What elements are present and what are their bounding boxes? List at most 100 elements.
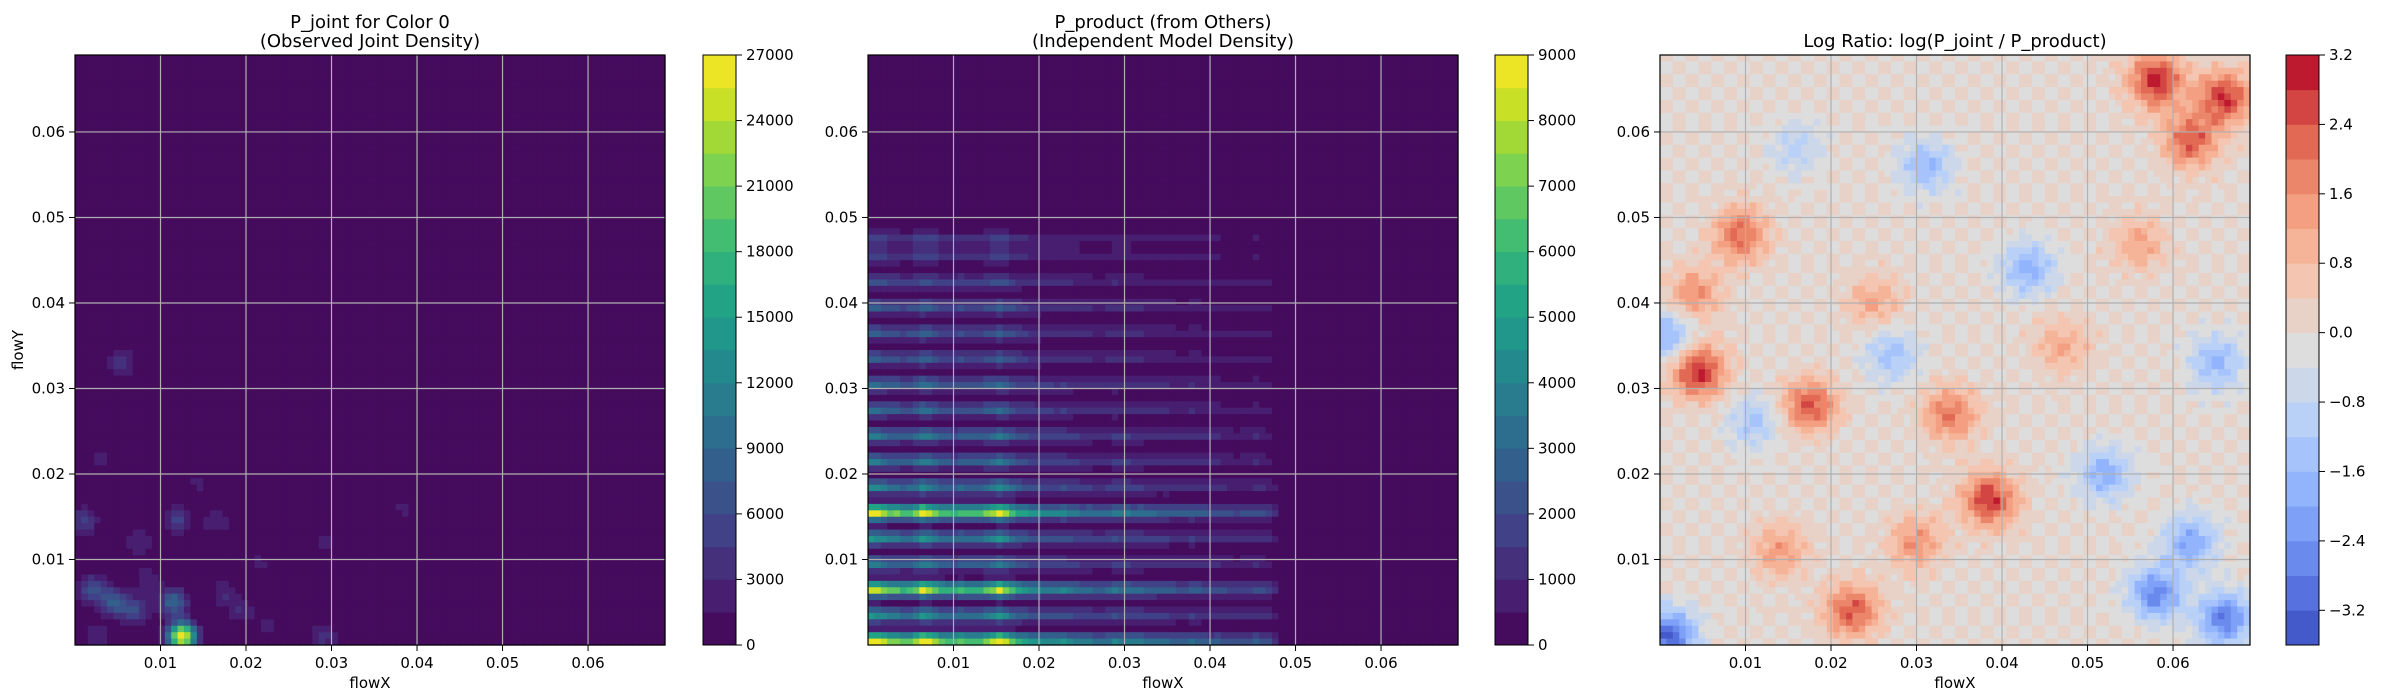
joint-heat-cell (241, 292, 249, 300)
joint-heat-cell (318, 196, 326, 204)
joint-heat-cell (459, 388, 467, 396)
joint-heat-cell (427, 388, 435, 396)
joint-heat-cell (600, 87, 608, 95)
joint-heat-cell (248, 330, 256, 338)
joint-heat-cell (305, 144, 313, 152)
joint-heat-cell (402, 151, 410, 159)
joint-heat-cell (402, 375, 410, 383)
joint-heat-cell (222, 292, 230, 300)
joint-heat-cell (94, 189, 102, 197)
joint-heat-cell (331, 324, 339, 332)
joint-heat-cell (113, 196, 121, 204)
joint-heat-cell (145, 324, 153, 332)
joint-heat-cell (511, 273, 519, 281)
joint-heat-cell (639, 273, 647, 281)
joint-heat-cell (228, 125, 236, 133)
joint-heat-cell (87, 55, 95, 63)
joint-heat-cell (318, 112, 326, 120)
joint-heat-cell (267, 202, 275, 210)
joint-heat-cell (632, 208, 640, 216)
joint-heat-cell (389, 330, 397, 338)
joint-heat-cell (280, 61, 288, 69)
joint-heat-cell (588, 375, 596, 383)
joint-heat-cell (626, 125, 634, 133)
joint-heat-cell (581, 330, 589, 338)
joint-heat-cell (248, 228, 256, 236)
joint-heat-cell (267, 362, 275, 370)
joint-heat-cell (504, 375, 512, 383)
joint-heat-cell (209, 401, 217, 409)
joint-heat-cell (543, 164, 551, 172)
joint-heat-cell (414, 260, 422, 268)
joint-heat-cell (568, 285, 576, 293)
joint-heat-cell (376, 260, 384, 268)
joint-heat-cell (427, 144, 435, 152)
joint-heat-cell (177, 350, 185, 358)
joint-heat-cell (75, 285, 83, 293)
joint-heat-cell (94, 330, 102, 338)
joint-heat-cell (555, 279, 563, 287)
joint-heat-cell (235, 401, 243, 409)
joint-heat-cell (446, 189, 454, 197)
joint-heat-cell (171, 164, 179, 172)
joint-heat-cell (235, 80, 243, 88)
joint-heat-cell (164, 61, 172, 69)
joint-heat-cell (216, 176, 224, 184)
joint-heat-cell (382, 388, 390, 396)
joint-heat-cell (466, 196, 474, 204)
joint-heat-cell (184, 401, 192, 409)
joint-heat-cell (472, 260, 480, 268)
joint-heat-cell (228, 208, 236, 216)
joint-heat-cell (337, 228, 345, 236)
joint-heat-cell (626, 80, 634, 88)
joint-heat-cell (87, 234, 95, 242)
joint-heat-cell (389, 55, 397, 63)
joint-heat-cell (216, 343, 224, 351)
joint-heat-cell (248, 80, 256, 88)
joint-heat-cell (273, 183, 281, 191)
joint-heat-cell (581, 388, 589, 396)
joint-heat-cell (536, 151, 544, 159)
joint-heat-cell (652, 112, 660, 120)
joint-heat-cell (139, 170, 147, 178)
joint-heat-cell (177, 106, 185, 114)
joint-heat-cell (613, 183, 621, 191)
joint-heat-cell (286, 362, 294, 370)
joint-heat-cell (132, 343, 140, 351)
joint-heat-cell (158, 343, 166, 351)
joint-heat-cell (504, 208, 512, 216)
joint-heat-cell (485, 131, 493, 139)
joint-heat-cell (107, 279, 115, 287)
joint-heat-cell (344, 285, 352, 293)
joint-heat-cell (119, 337, 127, 345)
joint-heat-cell (626, 67, 634, 75)
joint-heat-cell (440, 125, 448, 133)
joint-heat-cell (523, 164, 531, 172)
joint-heat-cell (331, 138, 339, 146)
joint-heat-cell (555, 106, 563, 114)
joint-heat-cell (164, 202, 172, 210)
joint-heat-cell (594, 240, 602, 248)
joint-heat-cell (581, 208, 589, 216)
joint-heat-cell (427, 119, 435, 127)
joint-heat-cell (312, 240, 320, 248)
joint-heat-cell (325, 388, 333, 396)
joint-heat-cell (446, 119, 454, 127)
joint-heat-cell (485, 369, 493, 377)
joint-heat-cell (81, 176, 89, 184)
joint-heat-cell (260, 131, 268, 139)
joint-heat-cell (414, 311, 422, 319)
joint-heat-cell (196, 164, 204, 172)
joint-heat-cell (594, 292, 602, 300)
joint-heat-cell (600, 266, 608, 274)
joint-heat-cell (196, 183, 204, 191)
joint-heat-cell (479, 382, 487, 390)
joint-heat-cell (523, 279, 531, 287)
joint-heat-cell (658, 330, 666, 338)
joint-heat-cell (504, 74, 512, 82)
joint-heat-cell (325, 138, 333, 146)
joint-heat-cell (511, 388, 519, 396)
joint-heat-cell (517, 55, 525, 63)
joint-heat-cell (446, 170, 454, 178)
joint-heat-cell (382, 202, 390, 210)
